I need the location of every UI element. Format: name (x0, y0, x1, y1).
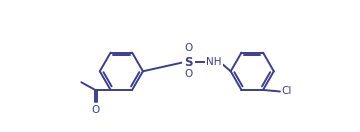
Text: S: S (184, 56, 193, 69)
Text: Cl: Cl (282, 86, 292, 96)
Text: NH: NH (206, 57, 221, 67)
Text: O: O (184, 69, 193, 79)
Text: O: O (91, 105, 99, 115)
Text: O: O (184, 43, 193, 53)
